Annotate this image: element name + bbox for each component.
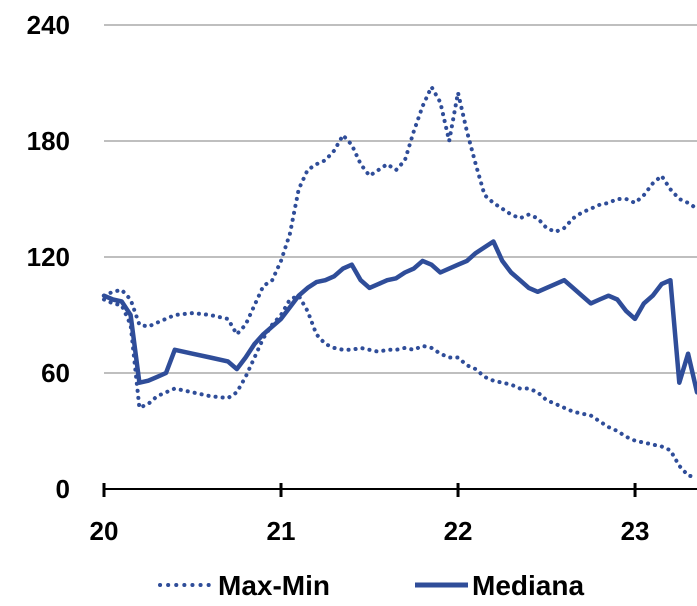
y-tick-label: 120 [27, 242, 70, 272]
legend-label-mediana: Mediana [472, 570, 584, 601]
y-tick-label: 0 [56, 474, 70, 504]
y-tick-label: 180 [27, 126, 70, 156]
axes: 0 60 120 180 240 20 21 22 23 [27, 10, 697, 546]
series-mediana-line [101, 239, 697, 395]
x-tick-label: 20 [90, 516, 119, 546]
series-layer [101, 84, 697, 480]
series-min-line [102, 293, 697, 480]
y-tick-label: 60 [41, 358, 70, 388]
legend: Max-Min Mediana [158, 570, 584, 601]
x-tick-label: 21 [267, 516, 296, 546]
gridlines [104, 24, 697, 374]
y-tick-label: 240 [27, 10, 70, 40]
x-tick-label: 22 [444, 516, 473, 546]
series-max-line [102, 84, 697, 337]
legend-label-max-min: Max-Min [218, 570, 330, 601]
x-tick-label: 23 [621, 516, 650, 546]
